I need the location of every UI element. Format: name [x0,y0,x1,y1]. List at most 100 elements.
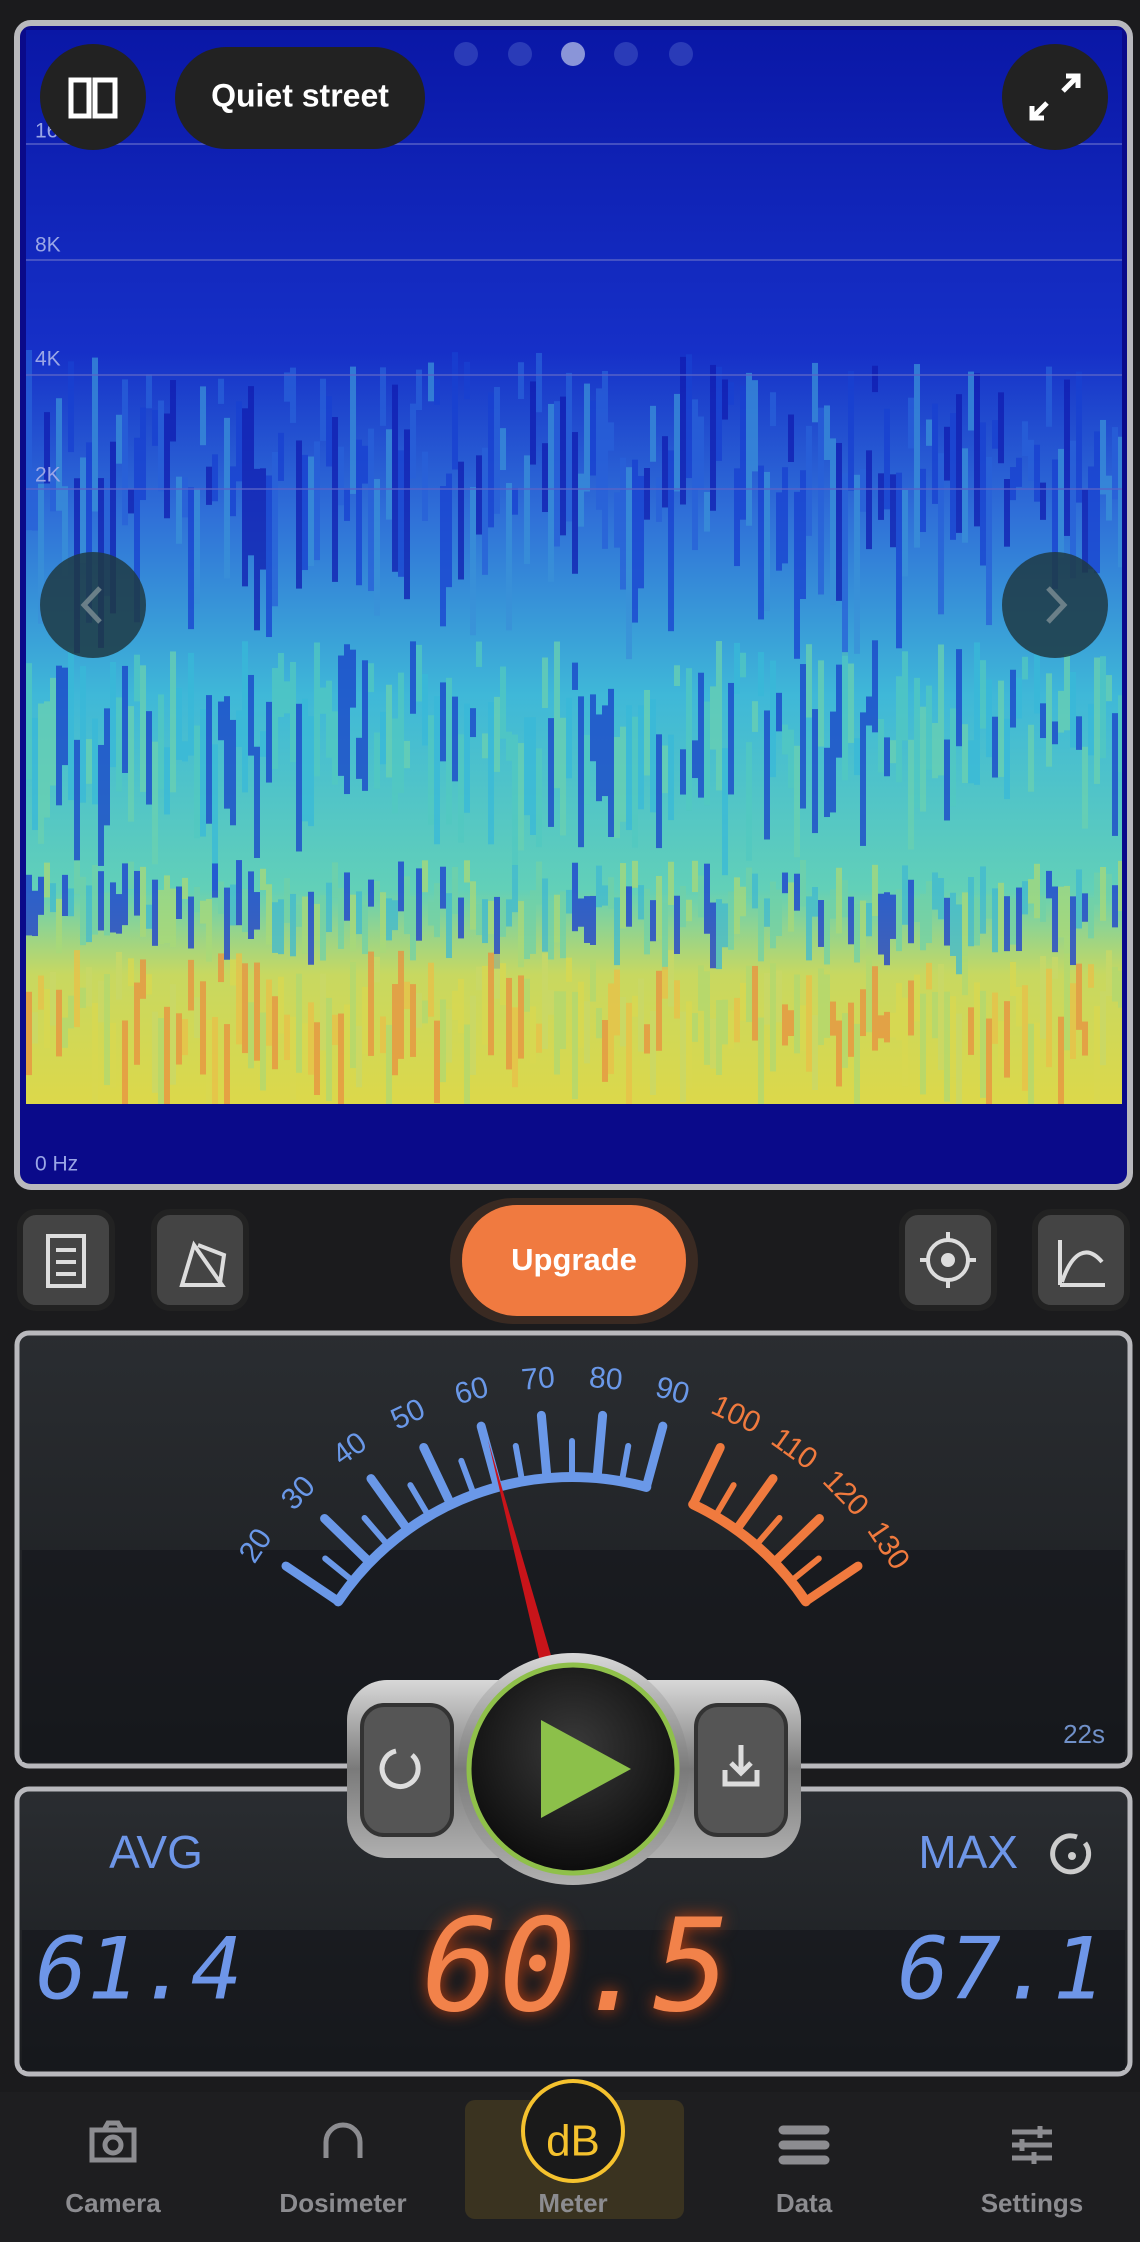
spectrogram-stripe [146,904,152,929]
spectrogram-stripe [638,978,644,1052]
spectrogram-stripe [938,963,944,1070]
spectrogram-stripe [974,373,980,527]
spectrogram-stripe [416,993,422,1028]
fullscreen-button[interactable] [1002,44,1108,150]
spectrogram-stripe [722,379,728,420]
spectrogram-stripe [74,739,80,861]
spectrogram-stripe [206,466,212,505]
spectrogram-stripe [158,694,164,790]
spectrogram-stripe [614,969,620,1036]
spectrogram-stripe [944,426,950,481]
page-dot[interactable] [669,42,693,66]
spectrogram-stripe [908,879,914,944]
spectrogram-stripe [428,902,434,926]
frequency-label: 4K [35,348,61,371]
spectrogram-stripe [782,872,788,894]
play-icon [541,1720,631,1818]
preset-button[interactable]: Quiet street [175,47,425,149]
tab-label[interactable]: Data [776,2188,833,2218]
spectrogram-stripe [356,891,362,935]
tab-label[interactable]: Settings [981,2188,1084,2218]
spectrogram-stripe [296,904,302,927]
spectrogram-stripe [608,688,614,837]
prev-button[interactable] [40,552,146,658]
gauge-minor-tick [618,1443,632,1485]
spectrogram-stripe [146,374,152,409]
spectrogram-stripe [668,861,674,906]
spectrogram-stripe [332,417,338,582]
tab-label[interactable]: Camera [65,2188,161,2218]
spectrogram-stripe [320,687,326,714]
spectrogram-stripe [524,899,530,960]
spectrogram-stripe [368,951,374,1056]
tab-label[interactable]: Meter [538,2188,607,2218]
reset-button[interactable] [360,1703,454,1837]
spectrogram-stripe [230,719,236,826]
spectrogram-stripe [332,711,338,785]
reset-icon [1050,1833,1092,1875]
spectrogram-stripe [1076,716,1082,750]
spectrogram-stripe [248,674,254,756]
tab-icons [89,2120,1052,2165]
spectrogram-stripe [1070,896,1076,966]
spectrogram-stripe [794,745,800,858]
spectrogram-stripe [872,864,878,917]
spectrogram-stripe [968,877,974,947]
spectrogram-stripe [884,737,890,777]
spectrogram-stripe [212,454,218,502]
spectrogram-stripe [584,735,590,805]
spectrogram-stripe [836,1020,842,1087]
page-dot-active[interactable] [561,42,585,66]
spectrogram-stripe [986,1018,992,1104]
spectrogram-stripe [200,709,206,837]
spectrogram-stripe [158,1018,164,1104]
spectrogram-stripe [890,474,896,548]
guide-button[interactable] [40,44,146,150]
spectrogram-stripe [224,696,230,809]
spectrogram-stripe [314,642,320,777]
spectrogram-stripe [1022,985,1028,1091]
reset-max-button[interactable] [1050,1833,1092,1875]
spectrogram-stripe [818,407,824,595]
page-dot[interactable] [508,42,532,66]
spectrogram-stripe [242,888,248,933]
spectrogram-stripe [614,897,620,966]
spectrogram-stripe [284,1014,290,1061]
spectrogram-stripe [806,975,812,1072]
spectrogram-stripe [620,457,626,590]
spectrogram-stripe [374,880,380,902]
spectrogram-stripe [518,743,524,851]
spectrogram-stripe [530,1006,536,1064]
upgrade-button[interactable] [462,1205,686,1316]
spectrogram-stripe [848,371,854,491]
curve-button[interactable] [1032,1209,1130,1311]
spectrogram-stripe [1106,675,1112,702]
theme-button[interactable] [151,1209,249,1311]
spectrogram-stripe [710,1018,716,1069]
spectrogram-stripe [962,448,968,543]
save-button[interactable] [694,1703,788,1837]
spectrogram-stripe [776,492,782,571]
tab-label[interactable]: Dosimeter [279,2188,406,2218]
curve-icon [1058,1240,1105,1287]
spectrogram-stripe [104,478,110,596]
spectrogram-stripe [1016,678,1022,719]
spectrogram-stripe [950,413,956,540]
spectrogram-stripe [656,477,662,522]
gauge-minor-tick [407,1482,432,1520]
play-button[interactable] [466,1662,680,1876]
next-button[interactable] [1002,552,1108,658]
spectrogram-stripe [452,990,458,1021]
page-dot[interactable] [614,42,638,66]
spectrogram-stripe [26,350,32,531]
spectrogram-stripe [362,904,368,955]
page-dot[interactable] [454,42,478,66]
spectrogram-stripe [392,384,398,572]
spectrogram-stripe [554,894,560,943]
spectrogram-stripe [1010,669,1016,728]
spectrogram-stripe [1076,371,1082,503]
spectrogram-stripe [440,486,446,627]
spectrogram-stripe [686,354,692,479]
spectrogram-stripe [950,996,956,1078]
spectrogram-stripe [590,400,596,476]
